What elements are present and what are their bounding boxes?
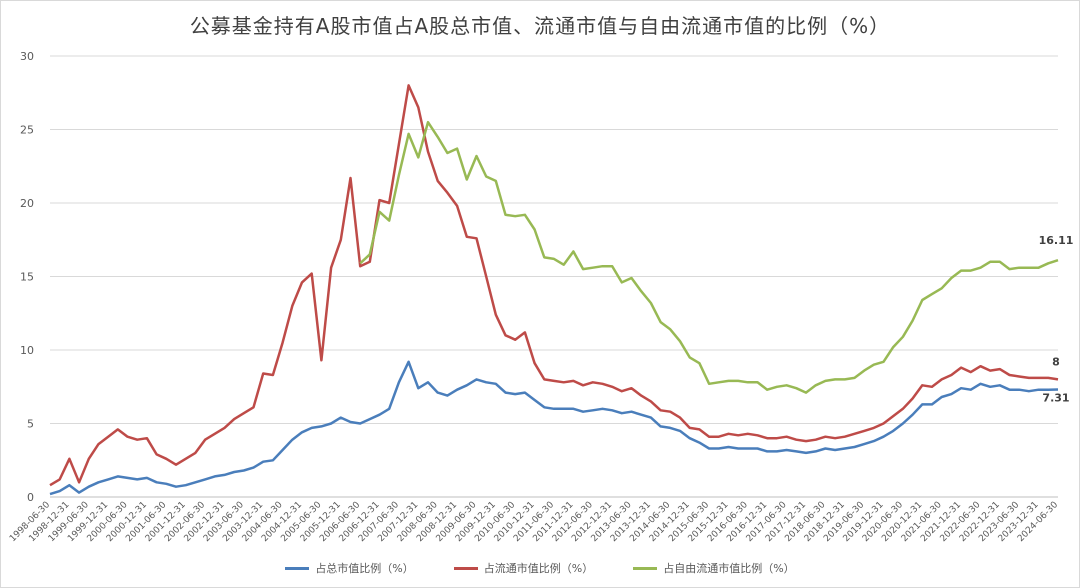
y-tick-label: 5 [27, 418, 34, 431]
legend-label-float: 占流通市值比例（%） [483, 562, 594, 575]
legend-swatch-float [453, 566, 478, 570]
x-axis-ticks: 1998-06-301998-12-311999-06-301999-12-31… [8, 500, 1060, 544]
legend-swatch-free-float [633, 566, 658, 570]
legend: 占总市值比例（%） 占流通市值比例（%） 占自由流通市值比例（%） [0, 560, 1080, 576]
series-lines [49, 84, 1059, 496]
series-end-label-0: 7.31 [1042, 392, 1069, 405]
y-tick-label: 10 [20, 344, 34, 357]
y-tick-label: 25 [20, 124, 34, 137]
y-axis-ticks: 0 5 10 15 20 25 30 [20, 50, 34, 504]
legend-item-total: 占总市值比例（%） [285, 560, 414, 576]
legend-item-float: 占流通市值比例（%） [453, 560, 594, 576]
grid-lines [50, 55, 1058, 498]
legend-label-free-float: 占自由流通市值比例（%） [663, 562, 795, 575]
legend-item-free-float: 占自由流通市值比例（%） [633, 560, 795, 576]
chart-title: 公募基金持有A股市值占A股总市值、流通市值与自由流通市值的比例（%） [189, 14, 891, 38]
legend-label-total: 占总市值比例（%） [315, 562, 414, 575]
series-end-label-2: 16.11 [1039, 234, 1074, 247]
series-line-2 [359, 120, 1059, 394]
y-tick-label: 30 [20, 50, 34, 63]
y-tick-label: 20 [20, 197, 34, 210]
series-line-1 [49, 84, 1059, 487]
legend-swatch-total [285, 566, 310, 570]
series-line-0 [49, 360, 1059, 496]
series-end-label-1: 8 [1052, 355, 1060, 368]
y-tick-label: 0 [27, 491, 34, 504]
y-tick-label: 15 [20, 271, 34, 284]
end-labels: 7.31 8 16.11 [1039, 234, 1074, 404]
